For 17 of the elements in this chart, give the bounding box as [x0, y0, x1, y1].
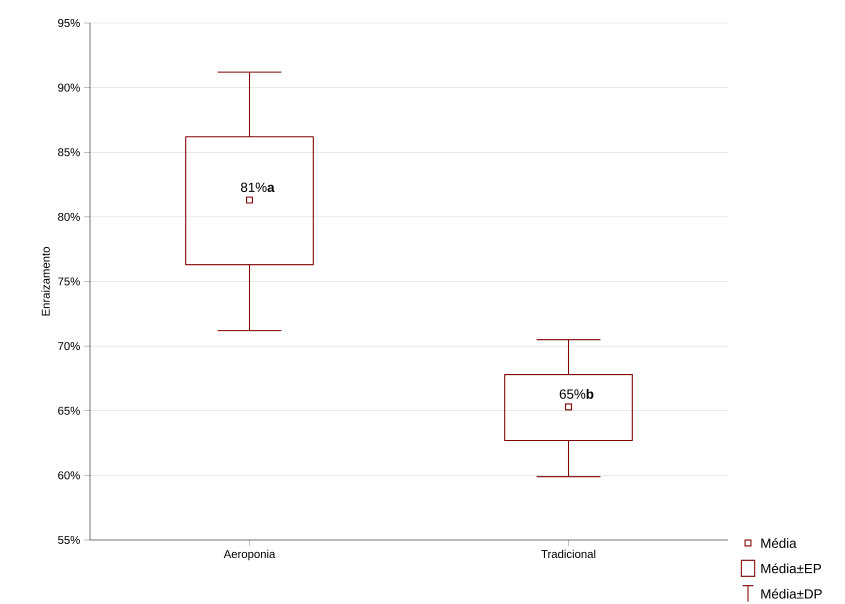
- text: Média: [761, 538, 797, 548]
- y-tick-label: 85%: [58, 148, 80, 156]
- y-tick-label: 65%: [58, 406, 80, 415]
- y-tick-label: 75%: [58, 278, 80, 286]
- y-tick-label: 70%: [58, 342, 80, 350]
- text: Média±EP: [761, 563, 821, 574]
- y-tick-label: 55%: [58, 536, 80, 544]
- y-tick-label: 90%: [58, 84, 80, 92]
- y-tick-label: 95%: [58, 19, 80, 28]
- y-axis-title: Enraizamento: [41, 247, 50, 316]
- annotation: 81%a: [240, 182, 275, 192]
- x-tick-label: Aeroponia: [224, 550, 276, 560]
- annotation: 65%b: [560, 389, 594, 399]
- x-tick-label: Tradicional: [541, 550, 596, 558]
- y-tick-label: 80%: [58, 212, 80, 221]
- text: Média±DP: [761, 588, 822, 599]
- y-tick-label: 60%: [58, 471, 80, 480]
